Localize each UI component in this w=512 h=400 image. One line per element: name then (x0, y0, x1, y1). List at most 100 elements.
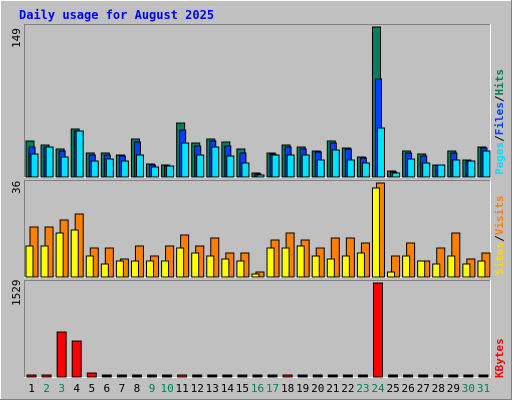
pages-bar-24 (376, 127, 385, 178)
sites-bar-28 (432, 263, 441, 278)
pages-bar-10 (166, 165, 175, 178)
pages-bar-16 (256, 174, 265, 178)
kbytes-bar-13 (207, 374, 218, 378)
kbytes-panel-legend: KBytes (493, 338, 506, 378)
pages-bar-26 (407, 158, 416, 178)
visits-bar-28 (436, 247, 446, 278)
kbytes-bar-30 (463, 374, 474, 378)
sites-bar-8 (130, 260, 139, 278)
panel-1 (24, 24, 491, 178)
kbytes-bar-12 (192, 374, 203, 378)
sites-bar-16 (251, 273, 260, 278)
x-tick-label-14: 14 (221, 382, 235, 395)
sites-bar-31 (477, 260, 486, 278)
kbytes-bar-22 (342, 374, 353, 378)
legend-sep-2: / (493, 95, 506, 102)
visits-bar-29 (451, 232, 461, 278)
pages-bar-12 (196, 154, 205, 178)
pages-bar-8 (135, 154, 144, 178)
x-tick-label-10: 10 (160, 382, 173, 395)
pages-bar-3 (60, 156, 69, 178)
pages-bar-17 (271, 154, 280, 178)
visits-panel-max-label: 36 (10, 181, 23, 194)
kbytes-bar-26 (403, 374, 414, 378)
x-tick-label-17: 17 (266, 382, 279, 395)
chart-title: Daily usage for August 2025 (19, 8, 214, 22)
pages-bar-23 (361, 162, 370, 178)
kbytes-bar-5 (86, 372, 97, 378)
kbytes-panel-max-label: 1529 (10, 280, 23, 307)
kbytes-bar-21 (327, 374, 338, 378)
sites-bar-4 (70, 229, 79, 278)
sites-bar-29 (447, 255, 456, 278)
x-tick-label-26: 26 (402, 382, 415, 395)
sites-bar-5 (85, 255, 94, 278)
x-tick-label-9: 9 (149, 382, 156, 395)
sites-bar-23 (356, 252, 365, 278)
legend-files: Files (493, 102, 506, 135)
x-tick-label-21: 21 (326, 382, 339, 395)
sites-bar-6 (100, 263, 109, 278)
sites-bar-18 (281, 247, 290, 278)
sites-bar-1 (25, 245, 34, 278)
kbytes-bar-10 (162, 374, 173, 378)
x-tick-label-12: 12 (191, 382, 204, 395)
x-tick-label-29: 29 (447, 382, 460, 395)
kbytes-bar-29 (448, 374, 459, 378)
x-tick-label-13: 13 (206, 382, 219, 395)
kbytes-bar-20 (312, 374, 323, 378)
visits-bar-6 (104, 247, 114, 278)
pages-bar-13 (211, 146, 220, 178)
pages-bar-19 (301, 154, 310, 178)
x-tick-label-22: 22 (341, 382, 354, 395)
sites-bar-14 (221, 258, 230, 278)
sites-bar-26 (402, 255, 411, 278)
sites-bar-7 (115, 260, 124, 278)
legend-sites: Sites (493, 242, 506, 275)
x-tick-label-5: 5 (88, 382, 95, 395)
sites-bar-20 (311, 255, 320, 278)
x-tick-label-4: 4 (73, 382, 80, 395)
kbytes-bar-11 (177, 374, 188, 378)
legend-kbytes: KBytes (493, 338, 506, 378)
sites-bar-22 (341, 255, 350, 278)
x-tick-label-27: 27 (417, 382, 430, 395)
pages-bar-30 (467, 160, 476, 178)
pages-bar-6 (105, 158, 114, 178)
pages-bar-11 (181, 142, 190, 178)
sites-bar-30 (462, 263, 471, 278)
pages-bar-18 (286, 154, 295, 178)
x-tick-label-15: 15 (236, 382, 249, 395)
x-tick-label-20: 20 (311, 382, 324, 395)
sites-bar-3 (55, 232, 64, 278)
sites-bar-9 (146, 260, 155, 278)
kbytes-bar-28 (433, 374, 444, 378)
sites-bar-17 (266, 247, 275, 278)
kbytes-bar-31 (478, 374, 489, 378)
kbytes-bar-24 (372, 282, 383, 378)
visits-bar-21 (330, 237, 340, 278)
pages-bar-22 (346, 159, 355, 178)
pages-bar-1 (30, 153, 39, 178)
x-tick-label-11: 11 (176, 382, 189, 395)
kbytes-bar-2 (41, 374, 52, 378)
sites-bar-24 (371, 187, 380, 278)
sites-bar-13 (206, 255, 215, 278)
pages-bar-27 (422, 162, 431, 178)
kbytes-bar-6 (101, 374, 112, 378)
x-tick-label-3: 3 (58, 382, 65, 395)
x-tick-label-8: 8 (134, 382, 141, 395)
kbytes-bar-15 (237, 374, 248, 378)
x-tick-label-16: 16 (251, 382, 264, 395)
legend-pages: Pages (493, 142, 506, 175)
legend-visits: Visits (493, 196, 506, 236)
kbytes-bar-8 (131, 374, 142, 378)
pages-bar-20 (316, 159, 325, 178)
kbytes-bar-16 (252, 374, 263, 378)
sites-bar-19 (296, 245, 305, 278)
kbytes-bar-27 (418, 374, 429, 378)
sites-bar-21 (326, 258, 335, 278)
sites-bar-2 (40, 245, 49, 278)
kbytes-bar-1 (26, 374, 37, 378)
kbytes-bar-3 (56, 331, 67, 378)
